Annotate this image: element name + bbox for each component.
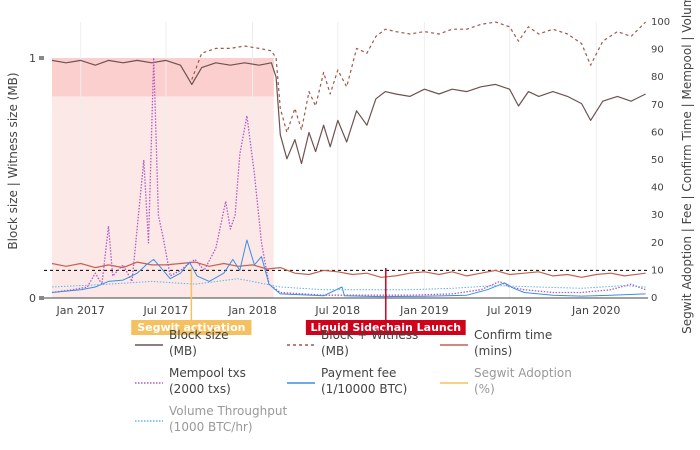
y-right-tick-label: 50 <box>651 155 664 166</box>
x-tick-label: Jan 2017 <box>55 304 104 317</box>
y-right-tick-label: 10 <box>651 265 664 276</box>
legend-unit: (2000 txs) <box>169 382 231 396</box>
series-block-size <box>51 59 646 165</box>
legend-unit: (1000 BTC/hr) <box>169 420 253 434</box>
y-right-tick-label: 80 <box>651 72 664 83</box>
annotation-box <box>131 320 252 335</box>
y-right-tick-label: 30 <box>651 210 664 221</box>
x-tick-label: Jul 2018 <box>314 304 360 317</box>
legend-unit: (1/10000 BTC) <box>321 382 407 396</box>
legend-label: Volume Throughput <box>169 404 287 418</box>
legend-label: Payment fee <box>321 366 396 380</box>
legend-label: Block size <box>169 328 229 342</box>
annotation-label: Segwit activation <box>137 321 245 334</box>
y-axis-left-ticks: 01 <box>29 52 44 305</box>
legend-unit: (mins) <box>474 344 512 358</box>
series-mempool <box>51 57 646 296</box>
legend-unit: (MB) <box>321 344 349 358</box>
legend-item-payment-fee[interactable]: Payment fee (1/10000 BTC) <box>287 366 407 396</box>
x-tick-label: Jan 2019 <box>399 304 448 317</box>
y-left-tick-mark <box>39 56 44 60</box>
annotation-label: Liquid Sidechain Launch <box>310 321 461 334</box>
legend-label: Confirm time <box>474 328 552 342</box>
y-left-tick-label: 0 <box>29 292 36 305</box>
series-payment-fee <box>51 239 646 298</box>
legend-label: Mempool txs <box>169 366 246 380</box>
series-lines <box>51 21 647 298</box>
legend[interactable]: Block size (MB) Block + Witness (MB) Confirm… <box>135 328 572 434</box>
y-right-tick-label: 100 <box>651 17 670 28</box>
x-axis-ticks: Jan 2017 Jul 2017 Jan 2018 Jul 2018 Jan 2019… <box>55 304 620 317</box>
series-confirm-time <box>51 261 646 278</box>
y-axis-right-ticks: 0 10 20 30 40 50 60 70 80 90 100 <box>651 17 670 304</box>
series-volume <box>51 278 646 291</box>
y-right-tick-label: 40 <box>651 183 664 194</box>
legend-label: Segwit Adoption <box>474 366 572 380</box>
legend-label: Block + Witness <box>321 328 418 342</box>
y-right-tick-label: 90 <box>651 45 664 56</box>
y-right-tick-label: 20 <box>651 238 664 249</box>
y-axis-left-title: Block size | Witness size (MB) <box>6 72 20 249</box>
y-right-tick-label: 70 <box>651 100 664 111</box>
x-tick-label: Jul 2017 <box>143 304 189 317</box>
legend-unit: (MB) <box>169 344 197 358</box>
annotation-box <box>305 320 466 335</box>
legend-item-block-witness[interactable]: Block + Witness (MB) <box>287 328 418 358</box>
y-right-tick-label: 0 <box>651 293 657 304</box>
x-tick-label: Jul 2019 <box>486 304 532 317</box>
y-left-tick-mark <box>39 296 44 300</box>
shaded-regions <box>52 58 274 298</box>
y-axis-right-title: Segwit Adoption | Fee | Confirm Time | M… <box>680 0 694 334</box>
annotations: Segwit activation Liquid Sidechain Launch <box>131 268 466 335</box>
series-block-witness <box>191 21 647 133</box>
x-tick-label: Jan 2020 <box>571 304 620 317</box>
legend-item-volume[interactable]: Volume Throughput (1000 BTC/hr) <box>135 404 287 434</box>
legend-unit: (%) <box>474 382 495 396</box>
y-right-tick-label: 60 <box>651 127 664 138</box>
legend-item-confirm-time[interactable]: Confirm time (mins) <box>440 328 552 358</box>
legend-item-mempool[interactable]: Mempool txs (2000 txs) <box>135 366 246 396</box>
shaded-region-1 <box>52 58 274 298</box>
legend-item-block-size[interactable]: Block size (MB) <box>135 328 229 358</box>
legend-item-segwit-adoption[interactable]: Segwit Adoption (%) <box>440 366 572 396</box>
y-left-tick-label: 1 <box>29 52 36 65</box>
x-tick-label: Jan 2018 <box>227 304 276 317</box>
